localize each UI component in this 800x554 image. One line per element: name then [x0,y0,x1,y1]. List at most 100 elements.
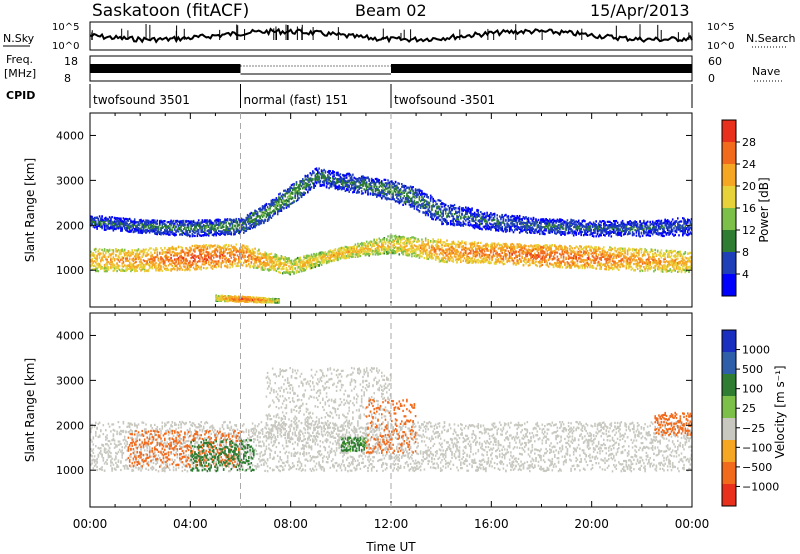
power-cell [202,263,205,266]
power-cell [187,268,190,271]
power-cell [177,260,180,264]
power-cell [141,262,143,265]
power-cell [148,258,151,261]
power-cell [195,265,197,268]
power-cell [164,261,166,264]
power-cell [127,251,130,254]
power-cell [141,255,143,258]
power-cell [195,262,197,265]
power-cell [207,256,210,259]
power-cell [179,268,181,271]
power-cell [532,259,535,263]
power-cell [245,263,248,266]
power-cell [176,268,179,271]
power-cell [142,259,145,262]
power-cell [577,247,580,250]
power-cell [211,250,214,253]
power-cell [125,269,127,273]
power-cell [146,261,148,264]
power-cell [184,261,186,264]
power-cell [187,254,190,257]
power-cell [261,264,264,267]
power-cell [143,270,146,273]
power-cell [152,263,155,266]
power-cell [231,250,234,253]
power-cell [258,256,260,259]
power-cell [220,249,222,252]
power-cell [660,249,663,252]
power-cell [92,265,95,268]
power-cell [191,263,194,266]
power-cell [685,263,688,266]
power-cell [246,250,249,254]
power-cell [91,252,93,255]
power-cell [171,247,174,250]
power-cell [190,249,192,252]
power-cell [233,249,235,252]
power-cell [202,246,205,250]
power-cell [190,253,192,256]
power-cell [201,246,204,249]
power-cell [369,253,372,256]
power-cell [222,260,225,263]
power-cell [96,269,98,272]
power-cell [179,261,181,264]
power-cell [143,264,146,267]
power-cell [154,249,156,252]
power-cell [206,247,209,250]
power-cell [181,261,184,264]
nsky-tick-bottom: 10^0 [52,41,79,52]
power-cell [240,261,243,264]
power-cell [112,263,115,266]
power-cell [233,258,235,261]
power-cell [682,255,684,258]
power-cell [180,246,182,249]
power-cell [101,258,103,261]
power-cell [106,262,108,265]
power-cell [230,253,233,256]
power-cell [216,261,219,264]
power-cell [160,256,162,259]
power-cell [261,266,264,269]
power-cell [221,259,224,262]
power-cell [243,261,245,264]
power-cell [228,251,230,254]
power-cell [122,265,125,268]
power-cell [167,268,170,272]
power-cell [165,256,167,260]
power-cell [210,256,212,259]
power-cell [261,256,264,259]
power-cell [235,243,238,246]
power-cell [387,235,389,238]
power-cell [175,225,177,228]
power-cell [169,233,171,236]
power-cell [571,247,574,250]
power-cell [239,248,241,251]
power-cell [674,250,676,253]
power-cell [97,266,100,269]
power-cell [142,250,145,253]
power-cell [112,266,115,269]
power-cell [197,249,200,252]
power-cell [623,260,625,263]
power-cell [207,260,210,263]
power-cell [210,261,212,264]
power-cell [166,268,169,272]
power-cell [137,253,140,256]
power-cell [154,265,156,268]
power-cell [204,255,206,258]
power-cell [206,246,209,249]
power-cell [142,252,145,255]
power-cell [224,258,226,261]
power-cell [204,246,206,249]
power-cell [131,258,133,261]
power-cell [562,256,565,259]
power-cell [135,260,137,264]
power-cell [160,268,162,271]
power-cell [128,267,131,270]
power-cell [180,254,182,257]
power-cell [245,260,248,263]
power-cell [130,251,132,254]
power-cell [187,263,190,266]
power-cell [96,262,98,266]
